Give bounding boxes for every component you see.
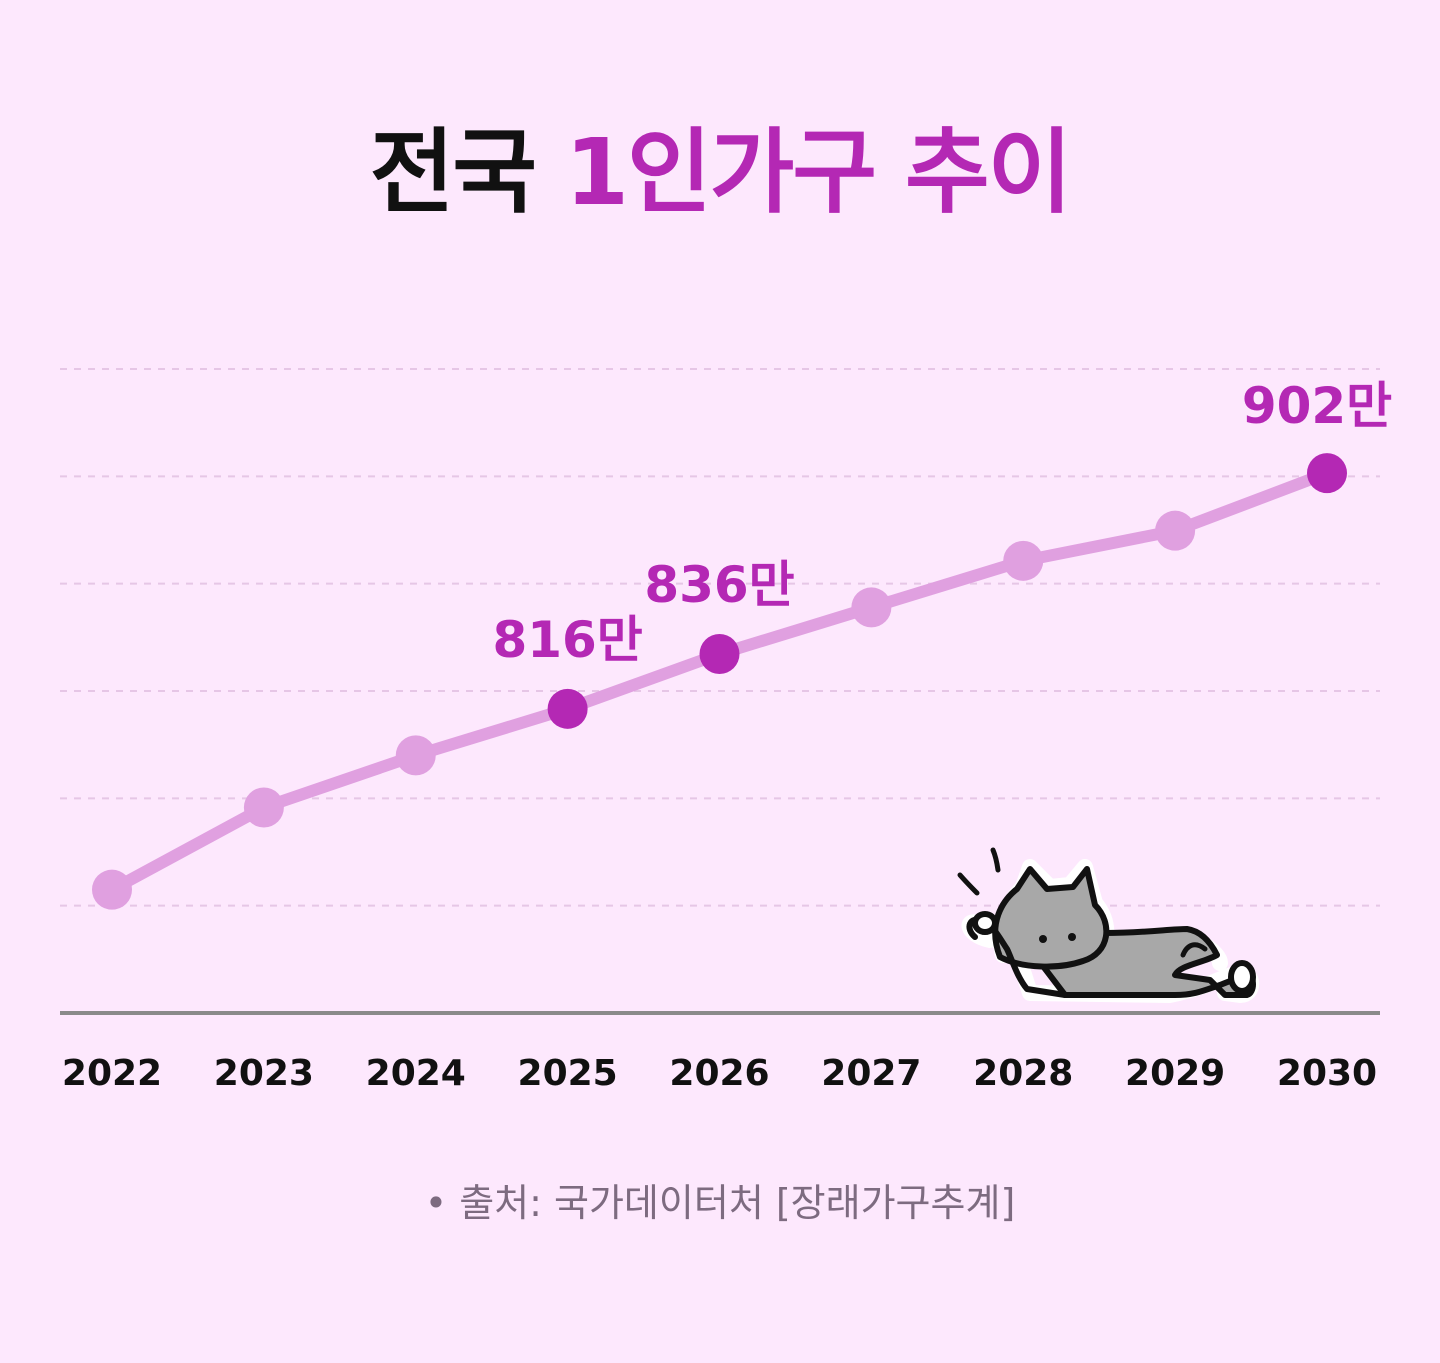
data-point-highlighted bbox=[699, 634, 740, 675]
series-line bbox=[106, 467, 1333, 896]
value-label: 816만 bbox=[492, 611, 642, 669]
data-point-highlighted bbox=[1307, 453, 1347, 494]
title-part-2: 1인가구 추이 bbox=[565, 119, 1072, 226]
x-tick-label: 2028 bbox=[973, 1053, 1073, 1094]
x-axis: 2022 2023 2024 2025 2026 2027 2028 2029 2030 bbox=[60, 1011, 1380, 1094]
x-tick-label: 2024 bbox=[366, 1053, 466, 1094]
data-points bbox=[92, 453, 1347, 910]
x-tick-label: 2025 bbox=[518, 1053, 618, 1094]
x-tick-label: 2027 bbox=[821, 1053, 921, 1094]
data-point bbox=[1003, 540, 1044, 581]
value-label: 836만 bbox=[644, 556, 794, 614]
x-tick-label: 2030 bbox=[1277, 1053, 1377, 1094]
x-tick-label: 2029 bbox=[1125, 1053, 1225, 1094]
data-point bbox=[92, 869, 132, 910]
x-tick-label: 2022 bbox=[62, 1053, 162, 1094]
data-point-highlighted bbox=[547, 688, 588, 729]
series-line-layer bbox=[106, 467, 1333, 896]
data-point bbox=[851, 587, 892, 628]
source-note: • 출처: 국가데이터처 [장래가구추계] bbox=[424, 1181, 1016, 1225]
value-label: 902만 bbox=[1242, 377, 1392, 435]
x-tick-label: 2023 bbox=[214, 1053, 314, 1094]
data-point bbox=[243, 787, 284, 828]
title-part-1: 전국 bbox=[369, 119, 537, 226]
lying-cat-icon bbox=[957, 847, 1260, 1003]
data-point bbox=[395, 735, 436, 776]
data-point bbox=[1155, 510, 1196, 551]
grid-lines bbox=[60, 368, 1380, 907]
chart-title: 전국 1인가구 추이 bbox=[0, 118, 1440, 228]
x-tick-label: 2026 bbox=[669, 1053, 769, 1094]
